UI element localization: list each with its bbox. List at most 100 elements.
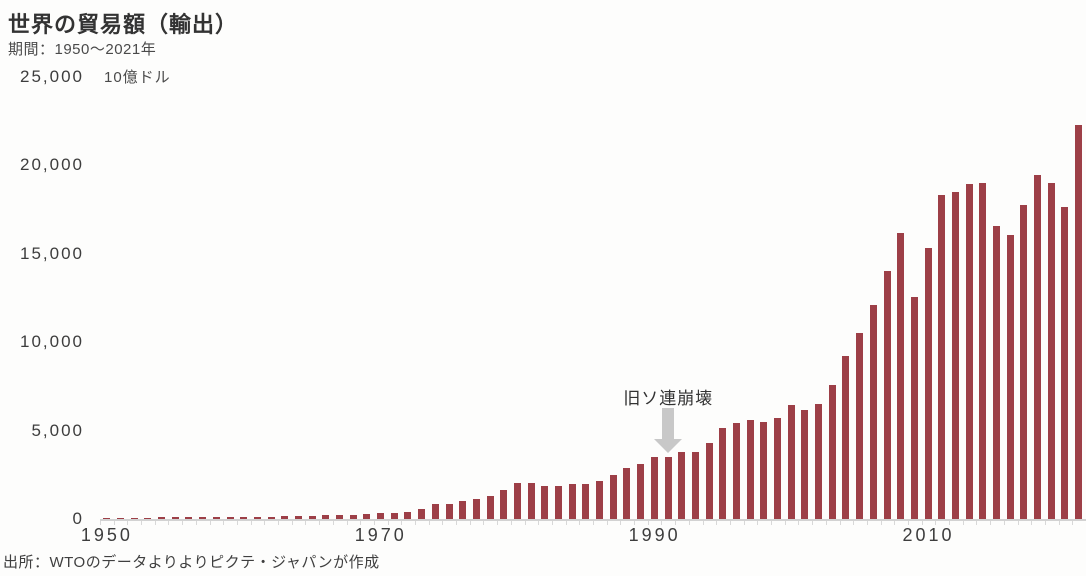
x-axis-label: 2010 [902,525,955,545]
bar [801,409,809,519]
bar [1075,125,1083,519]
x-axis-tick [565,521,567,525]
x-axis-tick [688,521,690,525]
x-axis-tick [894,521,896,525]
x-axis-tick [853,521,855,525]
bar-slot [730,77,744,519]
bar-slot [524,77,538,519]
x-axis-tick [264,521,266,525]
x-axis-tick [1017,521,1019,525]
bar-slot [990,77,1004,519]
annotation-label: 旧ソ連崩壊 [623,389,714,408]
bar [363,514,371,519]
bar [596,481,604,519]
x-axis-tick [141,521,143,525]
bar [171,517,179,519]
bar-slot [319,77,333,519]
bar-slot [456,77,470,519]
x-axis-tick [949,521,951,525]
period-label: 期間：1950～2021年 [8,41,157,58]
bar-slot [1044,77,1058,519]
bar [910,297,918,519]
bar-slot [251,77,265,519]
bar-slot [155,77,169,519]
x-axis-tick [1003,521,1005,525]
bar [294,515,302,519]
bar-slot [716,77,730,519]
x-axis-tick [634,521,636,525]
bar-slot [593,77,607,519]
bar [103,517,111,519]
bar-slot [689,77,703,519]
x-axis-tick [880,521,882,525]
x-axis-tick [538,521,540,525]
bar-slot [1072,77,1086,519]
bar-slot [552,77,566,519]
bar [623,468,631,519]
bar-slot [1058,77,1072,519]
bar-slot [292,77,306,519]
x-axis-tick [497,521,499,525]
bar [240,516,248,519]
bar-slot [620,77,634,519]
bar-slot [127,77,141,519]
bar-slot [661,77,675,519]
x-axis-tick [1058,521,1060,525]
x-axis-tick [195,521,197,525]
bar [637,464,645,519]
bar-slot [565,77,579,519]
bar-slot [976,77,990,519]
x-axis-tick [127,521,129,525]
bar-slot [497,77,511,519]
bar-slot [415,77,429,519]
x-axis-tick [524,521,526,525]
bar-slot [757,77,771,519]
x-axis-tick [647,521,649,525]
bar [390,512,398,519]
x-axis-tick [332,521,334,525]
x-axis-tick [401,521,403,525]
bar-slot [114,77,128,519]
y-axis-label: 0 [72,509,84,528]
bar [568,484,576,519]
bar [281,516,289,519]
bar [774,418,782,519]
x-axis-tick [907,521,909,525]
x-axis-label: 1950 [80,525,133,545]
bar [965,184,973,519]
bar-slot [606,77,620,519]
x-axis-tick [812,521,814,525]
bar [404,511,412,519]
x-axis-tick [935,521,937,525]
x-axis-tick [305,521,307,525]
bar [869,304,877,519]
x-axis-tick [319,521,321,525]
x-axis-tick [661,521,663,525]
bar-slot [921,77,935,519]
bar [828,384,836,519]
bar-slot [100,77,114,519]
unit-label: 10億ドル [104,69,171,86]
bar [226,516,234,519]
bar [582,484,590,519]
bar [336,515,344,519]
x-axis-tick [1031,521,1033,525]
bar-slot [511,77,525,519]
bar [144,517,152,519]
bar [1020,205,1028,519]
x-axis-label: 1970 [354,525,407,545]
bar [267,516,275,519]
bar-slot [784,77,798,519]
bar-slot [278,77,292,519]
bar [719,427,727,519]
bar [253,516,261,519]
bar-slot [935,77,949,519]
bar [513,482,521,519]
bar [609,474,617,519]
x-axis-tick [839,521,841,525]
bar-slot [962,77,976,519]
bar [1034,174,1042,519]
bar [760,421,768,519]
x-axis-tick [278,521,280,525]
